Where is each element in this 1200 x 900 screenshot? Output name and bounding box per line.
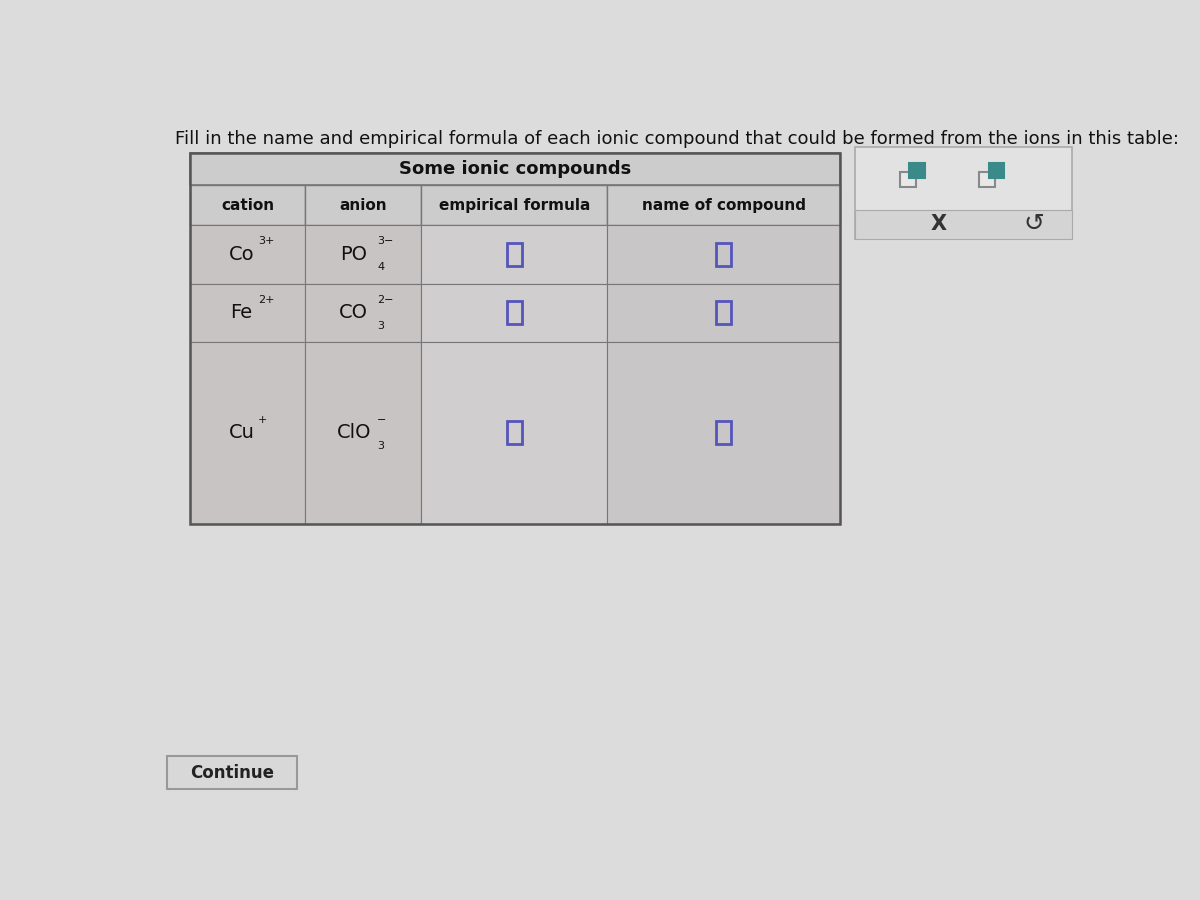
Text: 3−: 3− [377, 236, 394, 247]
Text: 4: 4 [377, 263, 384, 273]
Polygon shape [191, 153, 840, 185]
Text: 2−: 2− [377, 294, 394, 305]
Polygon shape [191, 225, 305, 284]
Polygon shape [421, 225, 607, 284]
Polygon shape [607, 185, 840, 225]
Text: Fill in the name and empirical formula of each ionic compound that could be form: Fill in the name and empirical formula o… [175, 130, 1178, 148]
Text: anion: anion [340, 197, 386, 212]
Polygon shape [191, 342, 305, 524]
Text: 3: 3 [377, 441, 384, 451]
Polygon shape [305, 185, 421, 225]
Text: X: X [931, 214, 947, 234]
Polygon shape [421, 185, 607, 225]
Text: ↺: ↺ [1022, 212, 1044, 237]
Text: 3: 3 [377, 321, 384, 331]
Polygon shape [305, 284, 421, 342]
Polygon shape [191, 185, 305, 225]
Text: PO: PO [341, 245, 367, 264]
Text: +: + [258, 415, 268, 425]
Text: Some ionic compounds: Some ionic compounds [398, 160, 631, 178]
Polygon shape [421, 284, 607, 342]
Text: Continue: Continue [190, 764, 274, 782]
Polygon shape [989, 163, 1004, 178]
Polygon shape [900, 172, 916, 187]
Text: 2+: 2+ [258, 294, 275, 305]
Polygon shape [856, 210, 1073, 239]
Polygon shape [607, 284, 840, 342]
Polygon shape [910, 163, 925, 178]
Polygon shape [607, 342, 840, 524]
Polygon shape [421, 342, 607, 524]
Polygon shape [305, 342, 421, 524]
Text: empirical formula: empirical formula [438, 197, 590, 212]
Text: cation: cation [221, 197, 275, 212]
Polygon shape [607, 225, 840, 284]
Text: name of compound: name of compound [642, 197, 805, 212]
Text: ClO: ClO [336, 423, 371, 443]
Text: CO: CO [340, 303, 368, 322]
Polygon shape [856, 147, 1073, 239]
Polygon shape [167, 756, 298, 789]
Text: 3+: 3+ [258, 236, 274, 247]
Text: Fe: Fe [230, 303, 252, 322]
Text: Co: Co [229, 245, 254, 264]
Polygon shape [979, 172, 995, 187]
Text: Cu: Cu [228, 423, 254, 443]
Polygon shape [191, 284, 305, 342]
Text: −: − [377, 415, 386, 425]
Polygon shape [305, 225, 421, 284]
